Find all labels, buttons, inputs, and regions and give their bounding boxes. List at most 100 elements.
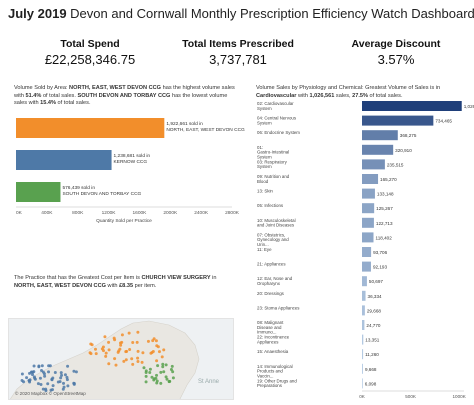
practice-dot [62,381,66,385]
area-x-tick: 2000K [163,210,178,216]
practice-dot [170,364,174,368]
practice-dot [141,351,145,355]
desc-bold: Cardiovascular [256,92,297,99]
practice-dot [107,362,111,366]
practice-dot [119,343,123,347]
category-value-label: 9,668 [365,367,377,372]
practice-dot [65,375,69,379]
category-bar [362,305,365,316]
desc-text: Volume Sales by Physiology and Chemical:… [256,85,441,91]
desc-bold: 1,026,561 [309,92,335,99]
category-bar [362,232,374,243]
category-label: 13: Skin [257,189,273,194]
practice-dot [124,358,128,362]
practice-dot [40,364,44,368]
practice-dot [20,372,24,376]
practice-dot [65,378,69,382]
practice-dot [50,388,54,392]
desc-text: has the highest volume sales with [14,85,235,99]
category-label: Vaccin... [257,373,274,378]
area-bar-label: 576,439 sold in [62,185,95,191]
practice-dot [154,376,158,380]
category-value-label: 133,148 [377,192,394,197]
practice-map[interactable]: St Anne © 2020 Mapbox © OpenStreetMap [8,318,234,400]
practice-dot [120,333,124,337]
practice-dot [56,380,60,384]
practice-dot [33,376,37,380]
desc-bold: 15.4% [40,100,56,107]
category-label: Gynecology and [257,237,289,242]
area-x-tick: 2400K [194,210,209,216]
category-value-label: 235,515 [387,162,404,167]
desc-bold: NORTH, EAST, WEST DEVON CCG [14,282,106,289]
category-label: Disease and [257,325,282,330]
area-x-tick: 1600K [132,210,147,216]
practice-dot [53,371,57,375]
category-label: Oropharynx [257,281,281,286]
practice-dot [135,340,139,344]
category-label: 20: Dressings [257,291,285,296]
practice-dot [162,370,166,374]
category-label: 11: Eye [257,247,272,252]
category-label: 22: Incontinence [257,335,290,340]
category-value-label: 1,026,561 [464,104,474,109]
kpi-total-spend: Total Spend £22,258,346.75 [20,38,160,67]
practice-dot [154,339,158,343]
practice-dot [136,330,140,334]
kpi-label: Total Items Prescribed [182,38,294,50]
category-value-label: 6,098 [365,381,377,386]
desc-text: sales, [334,92,353,99]
category-bar [362,115,434,126]
category-bar [362,188,375,199]
practice-dot [43,374,47,378]
kpi-average-discount: Average Discount 3.57% [326,38,466,67]
category-value-label: 93,706 [373,250,387,255]
practice-dot [124,350,128,354]
practice-dot [94,352,98,356]
practice-dot [51,384,55,388]
practice-dot [131,362,135,366]
practice-dot [164,363,168,367]
practice-dot [146,339,150,343]
desc-text: with [296,92,310,99]
category-label: Immuno... [257,330,277,335]
practice-dot [164,375,168,379]
category-value-label: 11,260 [365,352,379,357]
practice-dot [151,349,155,353]
area-x-tick: 1200K [102,210,117,216]
practice-dot [41,387,45,391]
category-bar [362,130,398,141]
practice-dot [25,376,29,380]
category-label: Gastro-Intestinal [257,150,289,155]
map-practice-dots [20,330,175,393]
practice-dot [120,340,124,344]
practice-dot [37,364,41,368]
category-label: 12: Ear, Nose and [257,276,293,281]
practice-dot [88,351,92,355]
category-label: 04: Central Nervous [257,116,297,121]
category-label: Appliances [257,339,279,344]
category-value-label: 118,402 [376,235,393,240]
practice-dot [142,366,146,370]
category-value-label: 122,713 [376,221,393,226]
practice-dot [157,350,161,354]
desc-bold: NORTH, EAST, WEST DEVON CCG [69,85,162,91]
practice-dot [151,339,155,343]
area-bar-label: NORTH, EAST, WEST DEVON CCG [166,127,245,133]
category-label: 08: Malignant [257,320,284,325]
category-x-tick: 500K [405,394,417,399]
practice-dot [38,376,42,380]
desc-bold: 51.4% [25,92,42,99]
category-label: 03: Respiratory [257,159,288,164]
category-label: System [257,106,272,111]
area-bar [16,118,165,138]
map-place-label: St Anne [197,379,219,385]
practice-dot [152,378,156,382]
kpi-total-items: Total Items Prescribed 3,737,781 [168,38,308,67]
practice-dot [136,349,140,353]
category-label: 14: Immunological [257,364,293,369]
practice-dot [127,331,131,335]
area-bar-label: KERNOW CCG [114,159,148,165]
practice-dot [104,351,108,355]
